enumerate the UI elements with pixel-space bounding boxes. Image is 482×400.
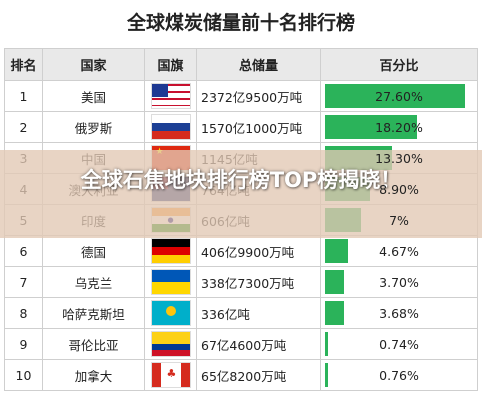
flag-cell <box>144 235 197 267</box>
header-total: 总储量 <box>196 48 321 81</box>
russia-flag-icon <box>150 114 191 140</box>
table-row: 1 美国 2372亿9500万吨 27.60% <box>4 80 478 112</box>
total-cell: 406亿9900万吨 <box>196 235 321 267</box>
rank-cell: 7 <box>4 266 43 298</box>
country-cell: 俄罗斯 <box>42 111 145 143</box>
total-cell: 336亿吨 <box>196 297 321 329</box>
percent-bar <box>325 239 349 263</box>
country-cell: 加拿大 <box>42 359 145 391</box>
rank-cell: 2 <box>4 111 43 143</box>
total-cell: 67亿4600万吨 <box>196 328 321 360</box>
rank-cell: 8 <box>4 297 43 329</box>
percent-bar <box>325 270 344 294</box>
percent-bar <box>325 332 329 356</box>
percent-bar <box>325 363 329 387</box>
total-cell: 338亿7300万吨 <box>196 266 321 298</box>
rank-cell: 6 <box>4 235 43 267</box>
rank-cell: 9 <box>4 328 43 360</box>
total-cell: 1570亿1000万吨 <box>196 111 321 143</box>
page-title: 全球煤炭储量前十名排行榜 <box>126 12 355 34</box>
total-cell: 2372亿9500万吨 <box>196 80 321 112</box>
percent-cell: 0.76% <box>320 359 478 391</box>
colombia-flag-icon <box>150 331 191 357</box>
percent-cell: 4.67% <box>320 235 478 267</box>
table-row: 7 乌克兰 338亿7300万吨 3.70% <box>4 266 478 298</box>
percent-bar <box>325 84 466 108</box>
table-row: 10 加拿大 ♣ 65亿8200万吨 0.76% <box>4 359 478 391</box>
overlay-banner-text: 全球石焦地块排行榜TOP榜揭晓！ <box>80 168 402 192</box>
table-row: 8 哈萨克斯坦 336亿吨 3.68% <box>4 297 478 329</box>
percent-text: 3.68% <box>379 305 419 321</box>
percent-text: 8.90% <box>379 181 419 197</box>
flag-cell <box>144 266 197 298</box>
percent-cell: 27.60% <box>320 80 478 112</box>
country-cell: 乌克兰 <box>42 266 145 298</box>
percent-text: 18.20% <box>375 119 423 135</box>
ukraine-flag-icon <box>150 269 191 295</box>
percent-bar <box>325 301 344 325</box>
percent-text: 0.74% <box>379 336 419 352</box>
rank-cell: 1 <box>4 80 43 112</box>
percent-text: 27.60% <box>375 88 423 104</box>
overlay-banner <box>0 150 482 238</box>
usa-flag-icon <box>150 83 191 109</box>
header-rank: 排名 <box>4 48 43 81</box>
country-cell: 德国 <box>42 235 145 267</box>
country-cell: 哈萨克斯坦 <box>42 297 145 329</box>
flag-cell <box>144 328 197 360</box>
table-row: 9 哥伦比亚 67亿4600万吨 0.74% <box>4 328 478 360</box>
table-row: 2 俄罗斯 1570亿1000万吨 18.20% <box>4 111 478 143</box>
flag-cell <box>144 111 197 143</box>
table-header-row: 排名 国家 国旗 总储量 百分比 <box>4 48 478 81</box>
germany-flag-icon <box>150 238 191 264</box>
percent-text: 3.70% <box>379 274 419 290</box>
percent-bar <box>325 115 418 139</box>
percent-cell: 18.20% <box>320 111 478 143</box>
kazakhstan-flag-icon <box>150 300 191 326</box>
percent-text: 4.67% <box>379 243 419 259</box>
canada-flag-icon: ♣ <box>150 362 191 388</box>
flag-cell: ♣ <box>144 359 197 391</box>
percent-cell: 3.68% <box>320 297 478 329</box>
percent-text: 7% <box>389 212 409 228</box>
percent-text: 13.30% <box>375 150 423 166</box>
total-cell: 65亿8200万吨 <box>196 359 321 391</box>
header-flag: 国旗 <box>144 48 197 81</box>
flag-cell <box>144 297 197 329</box>
rank-cell: 10 <box>4 359 43 391</box>
percent-cell: 0.74% <box>320 328 478 360</box>
table-row: 6 德国 406亿9900万吨 4.67% <box>4 235 478 267</box>
country-cell: 美国 <box>42 80 145 112</box>
percent-text: 0.76% <box>379 367 419 383</box>
header-percent: 百分比 <box>320 48 478 81</box>
percent-cell: 3.70% <box>320 266 478 298</box>
country-cell: 哥伦比亚 <box>42 328 145 360</box>
header-country: 国家 <box>42 48 145 81</box>
flag-cell <box>144 80 197 112</box>
